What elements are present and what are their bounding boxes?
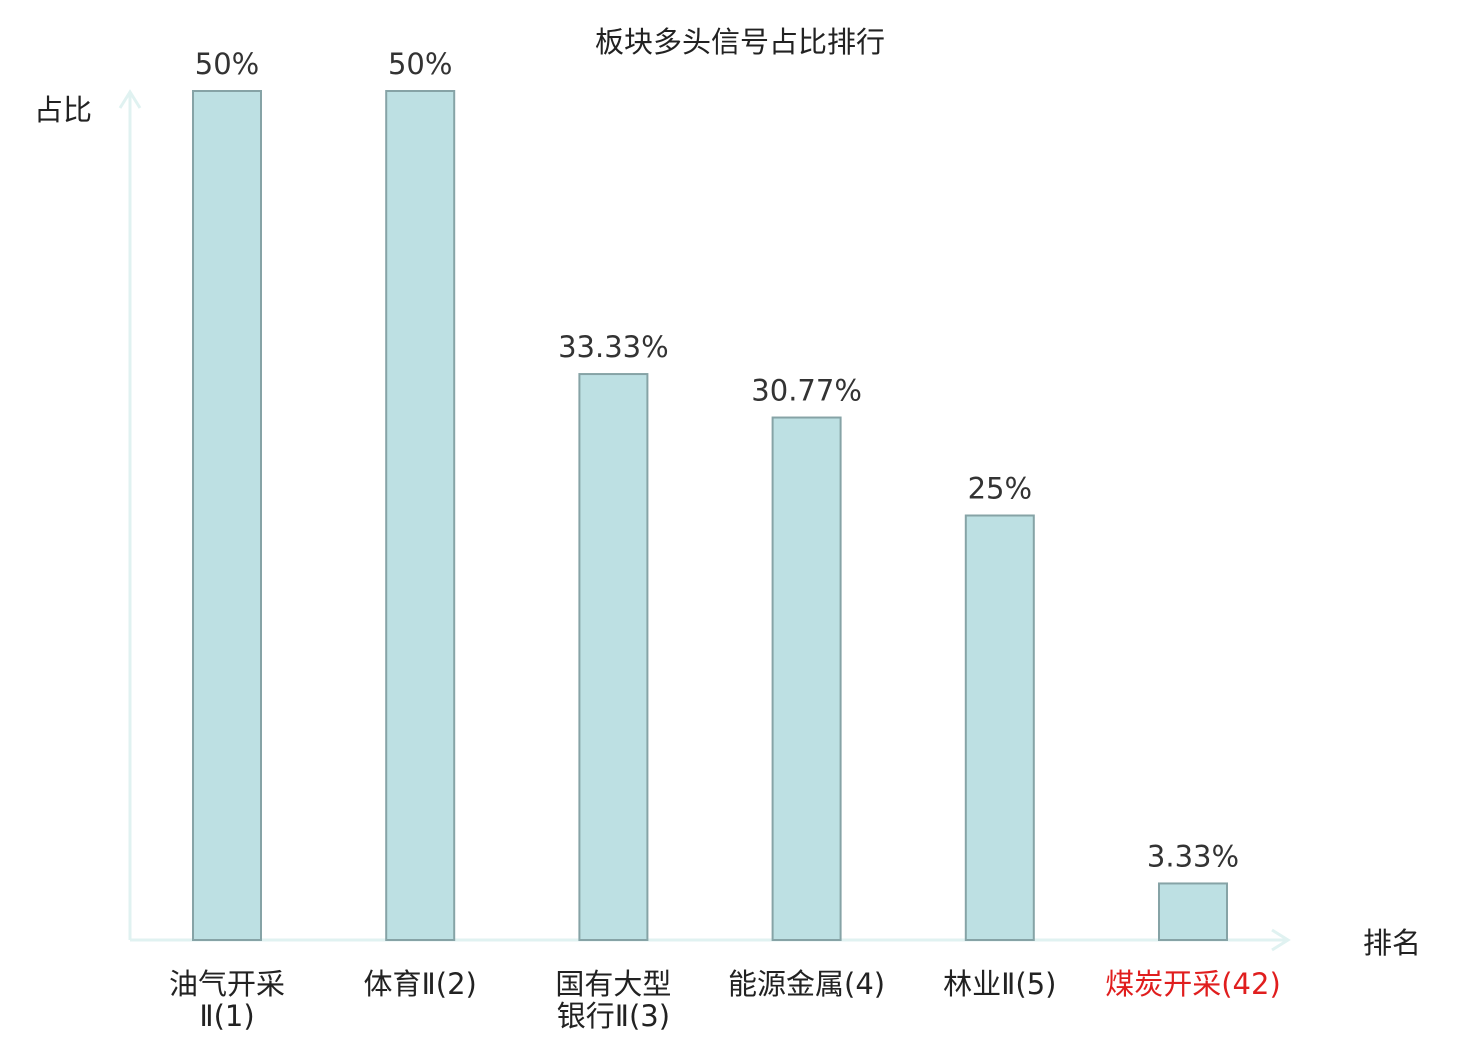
x-tick-label: 煤炭开采(42) (1105, 967, 1281, 1001)
chart-title: 板块多头信号占比排行 (595, 25, 885, 59)
bars (192, 90, 1228, 942)
bar-value-label: 50% (388, 47, 452, 81)
x-tick-label: 林业Ⅱ(5) (943, 967, 1056, 1001)
x-axis-arrow-icon (1271, 928, 1291, 952)
axes (118, 89, 1291, 952)
x-tick-label: 油气开采 (169, 967, 285, 1001)
bar-value-label: 3.33% (1147, 839, 1239, 873)
value-labels: 50% 50% 33.33% 30.77% 25% 3.33% (195, 47, 1239, 873)
x-tick-label: 能源金属(4) (728, 967, 885, 1001)
x-axis-label: 排名 (1363, 926, 1421, 960)
bar (192, 90, 262, 941)
x-tick-label: 银行Ⅱ(3) (557, 999, 670, 1033)
y-axis-label: 占比 (34, 93, 92, 127)
bar-value-label: 25% (968, 472, 1032, 506)
y-axis-arrow-icon (118, 89, 142, 109)
bar (771, 416, 842, 941)
bar (1158, 882, 1228, 942)
x-tick-label: 体育Ⅱ(2) (364, 967, 477, 1001)
x-tick-label: 国有大型 (555, 967, 671, 1001)
bar-value-label: 50% (195, 47, 259, 81)
x-tick-label: Ⅱ(1) (199, 999, 254, 1033)
bar-value-label: 30.77% (751, 374, 862, 408)
bar (578, 373, 649, 942)
bar (385, 90, 456, 941)
bar-value-label: 33.33% (558, 330, 669, 364)
bar (964, 514, 1035, 941)
